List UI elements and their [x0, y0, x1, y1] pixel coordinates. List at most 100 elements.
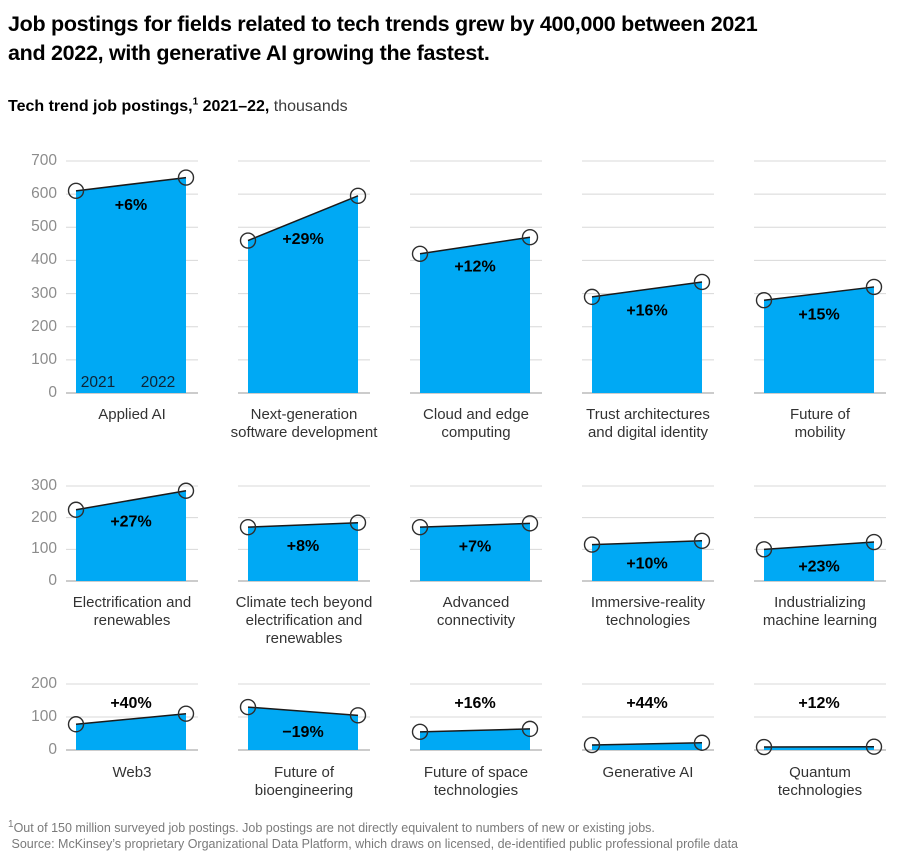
area-fill: [420, 728, 530, 750]
y-axis: 0 100 200 300 400 500 600 700: [8, 152, 66, 401]
mini-chart-climate-tech-beyond-electrification-and-renewables: +8%: [238, 485, 370, 582]
area-fill: [420, 237, 530, 393]
percent-change-label: +10%: [626, 556, 667, 573]
data-point-marker-2021: [583, 288, 601, 306]
area-fill: [764, 286, 874, 393]
chart-category-label: Future of mobility: [789, 406, 851, 441]
chart-title-line2: and 2022, with generative AI growing the…: [8, 41, 490, 65]
trend-line: [247, 521, 359, 528]
trend-line: [419, 522, 531, 528]
y-axis-tick-label: 200: [31, 317, 57, 335]
percent-change-label: +6%: [115, 197, 147, 214]
area-fill: [248, 707, 358, 750]
chart-row-2: 0 100 200 300 +27% Electrification and renewab…: [8, 477, 890, 648]
y-axis-tick-label: 600: [31, 185, 57, 203]
data-point-marker-2022: [349, 514, 367, 531]
data-point-marker-2022: [349, 187, 367, 204]
trend-line: [419, 728, 531, 733]
percent-change-label: +12%: [798, 695, 839, 712]
chart-title: Job postings for fields related to tech …: [8, 10, 890, 68]
data-point-marker-2021: [67, 182, 85, 200]
y-axis-tick-label: 100: [31, 540, 57, 558]
mini-chart-future-of-bioengineering: −19%: [238, 683, 370, 751]
data-point-marker-2022: [865, 278, 883, 296]
y-axis-tick-label: 700: [31, 152, 57, 169]
area-fill: [76, 713, 186, 750]
chart-category-label: Future of bioengineering: [254, 764, 354, 799]
trend-line: [75, 712, 187, 726]
year-label-2021: 2021: [81, 374, 115, 391]
data-point-marker-2021: [239, 698, 257, 716]
percent-change-label: −19%: [282, 724, 323, 741]
trend-line: [247, 706, 359, 717]
chart-cell-quantum-technologies: +12% Quantum technologies: [754, 683, 886, 800]
data-point-marker-2021: [583, 736, 601, 754]
percent-change-label: +15%: [798, 307, 839, 324]
year-label-2022: 2022: [141, 374, 175, 391]
percent-change-label: +27%: [110, 513, 151, 530]
mini-chart-advanced-connectivity: +7%: [410, 485, 542, 582]
y-axis-tick-label: 200: [31, 508, 57, 526]
trend-line: [763, 286, 875, 301]
y-axis-tick-label: 400: [31, 251, 57, 269]
area-fill: [764, 542, 874, 581]
chart-cell-trust-architectures-and-digital-identity: +16% Trust architectures and digital ident…: [582, 160, 714, 442]
y-axis: 0 100 200: [8, 675, 66, 758]
area-fill: [592, 281, 702, 393]
y-axis-tick-label: 100: [31, 350, 57, 368]
chart-cell-future-of-mobility: +15% Future of mobility: [754, 160, 886, 442]
data-point-marker-2022: [521, 720, 539, 738]
percent-change-label: +44%: [626, 695, 667, 712]
chart-cell-industrializing-machine-learning: +23% Industrializing machine learning: [754, 485, 886, 648]
chart-cells: +6% 2021 2022 Applied AI +29% Next-generation…: [66, 160, 886, 442]
data-point-marker-2022: [693, 273, 711, 291]
chart-cells: +40% Web3 −19% Future of bioengineering +16% F…: [66, 683, 886, 800]
data-point-marker-2021: [755, 291, 773, 309]
mini-chart-future-of-mobility: +15%: [754, 160, 886, 394]
mini-chart-trust-architectures-and-digital-identity: +16%: [582, 160, 714, 394]
chart-category-label: Trust architectures and digital identity: [586, 406, 710, 441]
y-axis-tick-label: 0: [48, 384, 57, 401]
mini-chart-electrification-and-renewables: +27%: [66, 482, 198, 582]
footnote-marker: 1: [8, 818, 14, 830]
area-fill: [248, 522, 358, 581]
percent-change-label: +16%: [626, 302, 667, 319]
charts-grid: 0 100 200 300 400 500 600 700 +6% 2021 2022 Applied…: [8, 152, 890, 800]
mini-chart-generative-ai: +44%: [582, 683, 714, 754]
y-axis-tick-label: 200: [31, 675, 57, 692]
data-point-marker-2022: [865, 533, 883, 551]
area-fill: [592, 540, 702, 581]
chart-row-3: 0 100 200 +40% Web3 −19% Future of bioengineeri…: [8, 675, 890, 800]
subtitle-label: Tech trend job postings,: [8, 98, 193, 115]
chart-category-label: Quantum technologies: [777, 764, 863, 799]
footnote-text: Out of 150 million surveyed job postings…: [13, 821, 655, 835]
mini-chart-applied-ai: +6% 2021 2022: [66, 160, 198, 394]
data-point-marker-2022: [177, 482, 195, 499]
y-axis-tick-label: 300: [31, 477, 57, 494]
y-axis-tick-label: 100: [31, 708, 57, 725]
chart-cell-climate-tech-beyond-electrification-and-renewables: +8% Climate tech beyond electrification an…: [236, 485, 372, 648]
percent-change-label: +12%: [454, 259, 495, 276]
data-point-marker-2022: [521, 229, 539, 246]
percent-change-label: +7%: [459, 538, 491, 555]
source-text: Source: McKinsey’s proprietary Organizat…: [8, 837, 739, 851]
chart-category-label: Immersive-reality technologies: [590, 594, 706, 629]
mini-chart-immersive-reality-technologies: +10%: [582, 485, 714, 582]
chart-cell-immersive-reality-technologies: +10% Immersive-reality technologies: [582, 485, 714, 648]
chart-category-label: Cloud and edge computing: [423, 406, 529, 441]
chart-cell-applied-ai: +6% 2021 2022 Applied AI: [66, 160, 198, 442]
chart-cell-generative-ai: +44% Generative AI: [582, 683, 714, 800]
chart-cell-web3: +40% Web3: [66, 683, 198, 800]
percent-change-label: +40%: [110, 695, 151, 712]
footnote-line: 1Out of 150 million surveyed job posting…: [8, 818, 890, 836]
y-axis-tick-label: 0: [48, 572, 57, 589]
chart-category-label: Applied AI: [98, 406, 166, 423]
area-fill: [76, 490, 186, 581]
chart-category-label: Web3: [112, 764, 152, 781]
trend-line: [75, 176, 187, 192]
data-point-marker-2021: [411, 245, 429, 263]
data-point-marker-2022: [177, 169, 195, 186]
subtitle-unit: thousands: [269, 98, 348, 115]
percent-change-label: +8%: [287, 538, 319, 555]
chart-title-line1: Job postings for fields related to tech …: [8, 12, 758, 36]
